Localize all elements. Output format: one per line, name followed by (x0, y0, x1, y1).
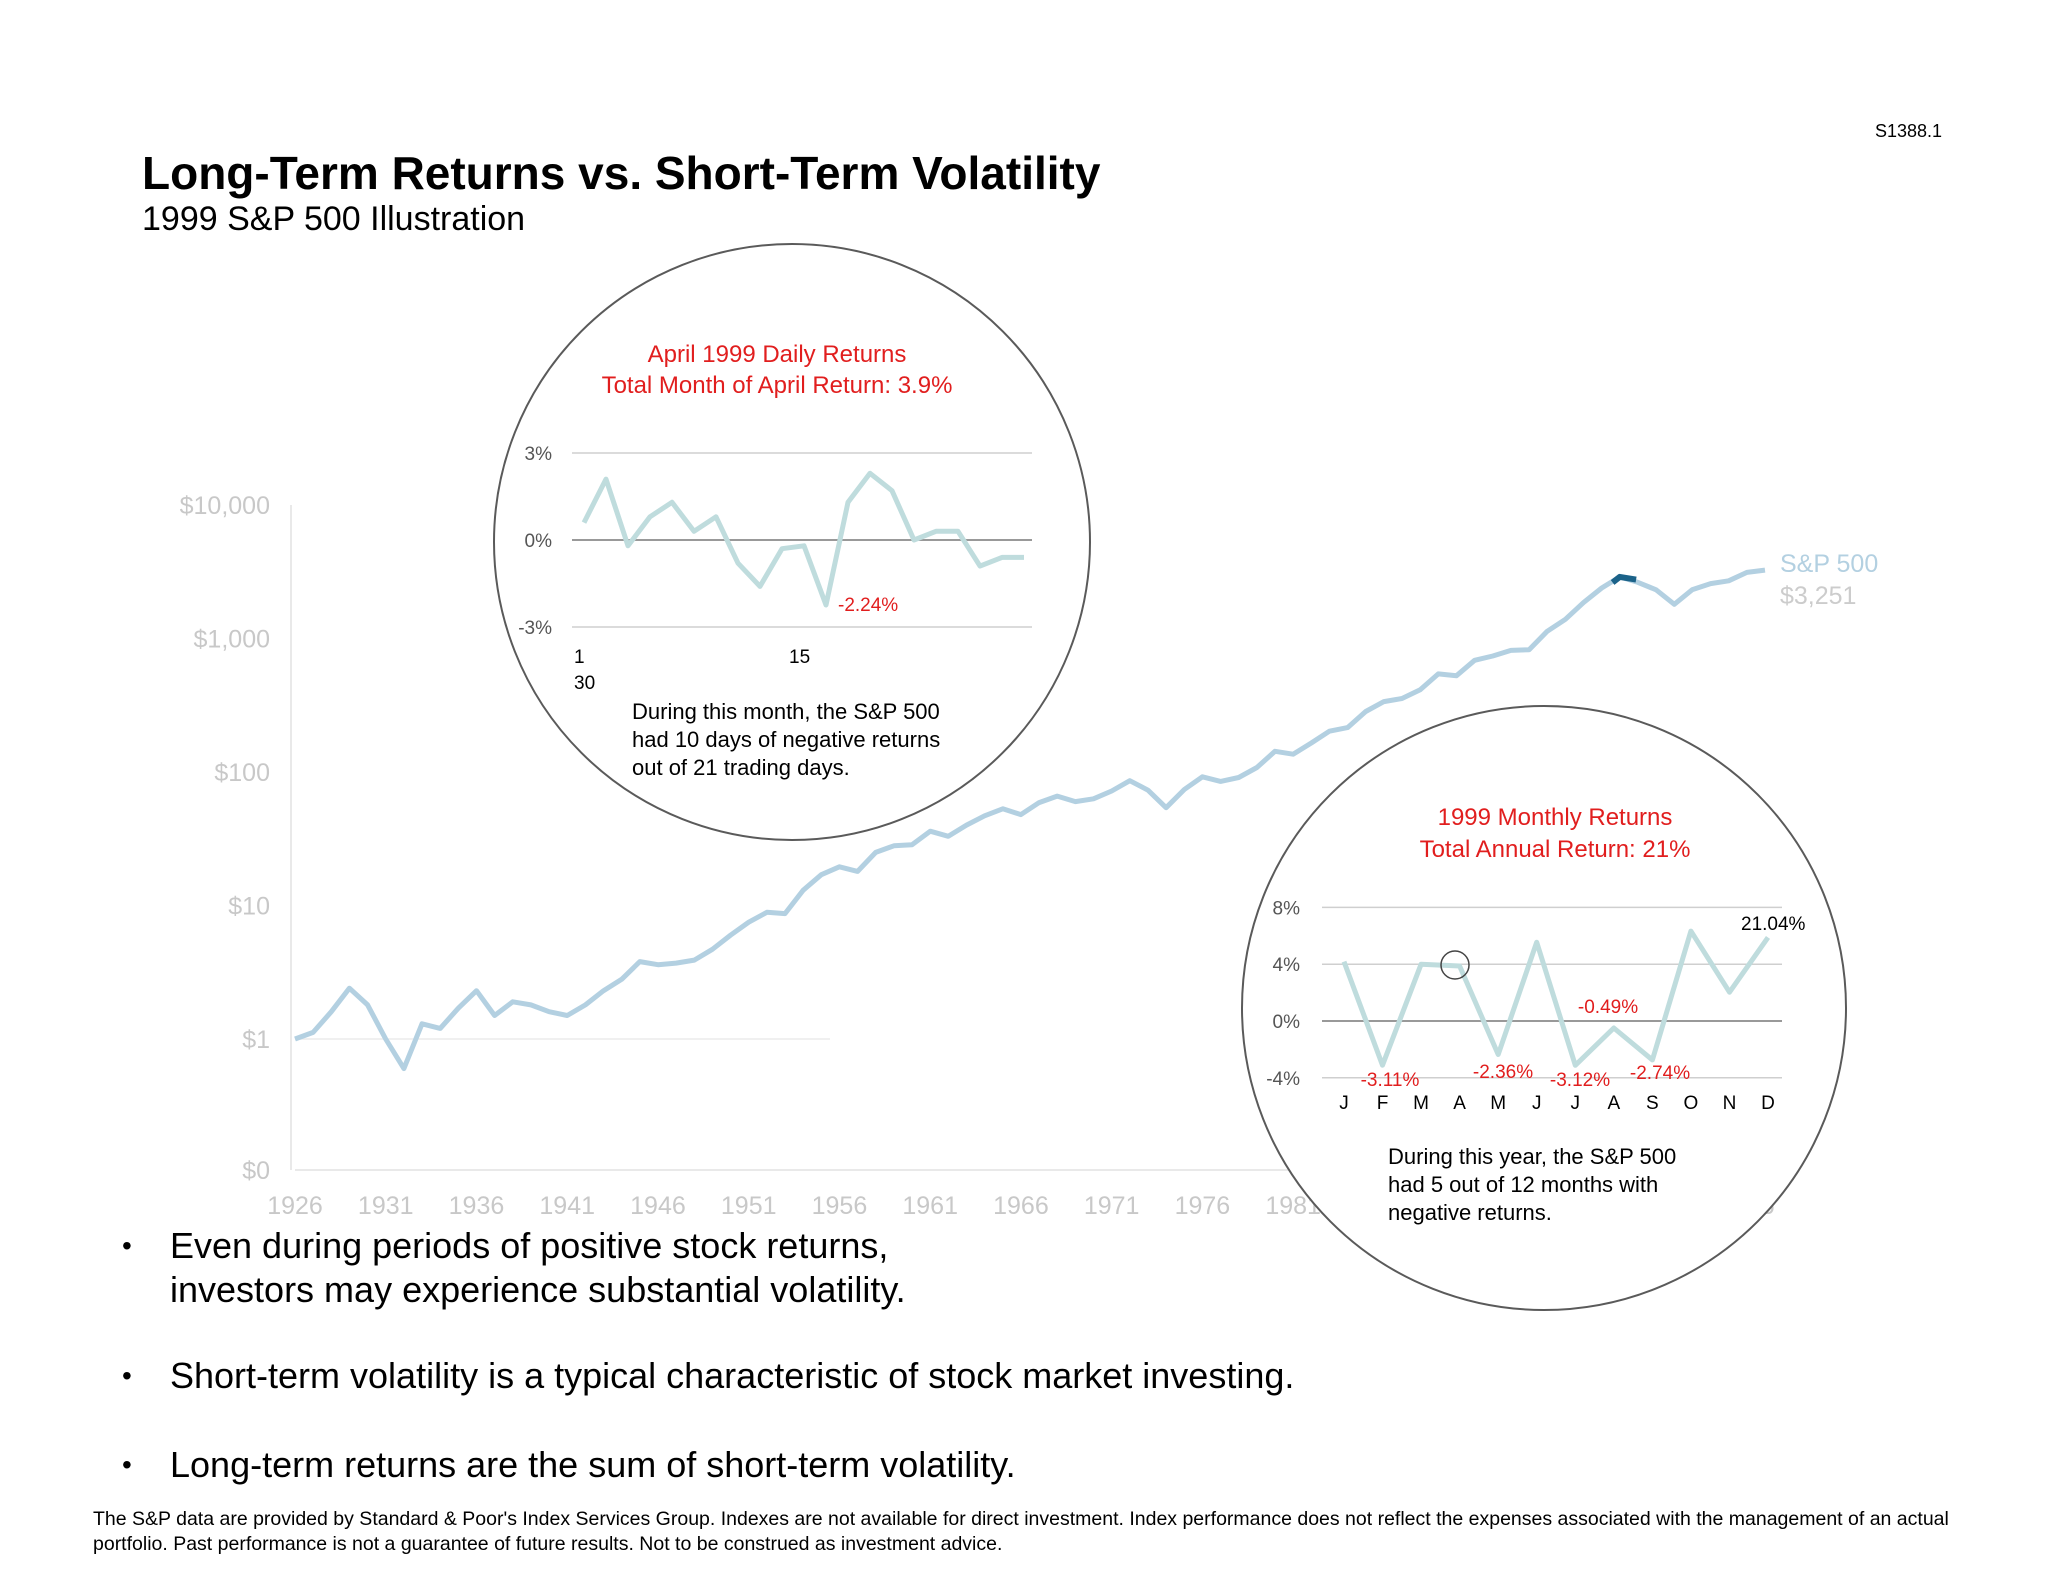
y-tick-label: $0 (242, 1157, 270, 1185)
sp500-legend-name: S&P 500 (1780, 550, 1878, 578)
monthly-annotation: -3.12% (1550, 1070, 1610, 1091)
monthly-inset-title: 1999 Monthly Returns (1438, 804, 1673, 831)
monthly-x-tick: N (1723, 1093, 1737, 1114)
bullet-dot: • (122, 1230, 132, 1261)
april-x-tick: 1 (574, 647, 585, 668)
sp500-1999-highlight (1610, 573, 1637, 585)
x-tick-label: 1941 (539, 1192, 595, 1220)
monthly-x-tick: J (1339, 1093, 1349, 1114)
footnote: The S&P data are provided by Standard & … (93, 1508, 1949, 1555)
bullet-dot: • (122, 1449, 132, 1480)
april-inset-subtitle: Total Month of April Return: 3.9% (602, 372, 953, 399)
x-tick-label: 1971 (1084, 1192, 1140, 1220)
x-tick-label: 1946 (630, 1192, 686, 1220)
y-tick-label: $100 (214, 759, 270, 787)
sp500-series (294, 567, 1766, 1072)
y-tick-label: $10,000 (180, 492, 270, 520)
april-y-tick: 0% (525, 531, 553, 552)
page-title: Long-Term Returns vs. Short-Term Volatil… (142, 147, 1101, 199)
monthly-x-tick: D (1761, 1093, 1775, 1114)
april-min-annotation: -2.24% (838, 595, 898, 616)
sp500-end-value: $3,251 (1780, 582, 1856, 610)
monthly-x-tick: A (1453, 1093, 1466, 1114)
monthly-x-tick: O (1684, 1093, 1699, 1114)
monthly-y-tick: 4% (1273, 955, 1301, 976)
april-inset-note: During this month, the S&P 500 had 10 da… (632, 699, 941, 780)
monthly-y-tick: -4% (1266, 1069, 1300, 1090)
monthly-annotations: -3.11% -2.36% -3.12% -0.49% -2.74% (1361, 997, 1691, 1091)
page-subtitle: 1999 S&P 500 Illustration (142, 200, 526, 238)
april-y-tick: 3% (525, 444, 553, 465)
y-tick-label: $10 (228, 893, 270, 921)
y-tick-label: $1 (242, 1026, 270, 1054)
x-tick-label: 1926 (267, 1192, 323, 1220)
monthly-tick-labels: 8% 4% 0% -4% J F M A M J J A S O N D (1266, 898, 1775, 1114)
monthly-annotation: -2.36% (1473, 1062, 1533, 1083)
x-tick-label: 1931 (358, 1192, 414, 1220)
bullet-dot: • (122, 1360, 132, 1391)
monthly-total-label: 21.04% (1741, 914, 1806, 935)
monthly-inset-circle (1241, 705, 1847, 1311)
monthly-inset-note: During this year, the S&P 500 had 5 out … (1388, 1144, 1677, 1225)
april-inset-title: April 1999 Daily Returns (648, 341, 907, 368)
april-y-tick: -3% (518, 618, 552, 639)
monthly-inset-subtitle: Total Annual Return: 21% (1420, 836, 1691, 863)
bullet-1-line-1: Even during periods of positive stock re… (170, 1225, 889, 1266)
monthly-annotation: -2.74% (1630, 1063, 1690, 1084)
april-tick-labels: 3% 0% -3% 1 15 30 (518, 444, 810, 694)
monthly-annotation: -0.49% (1578, 997, 1638, 1018)
sp500-line (294, 567, 1766, 1072)
monthly-y-tick: 8% (1273, 898, 1301, 919)
monthly-x-tick: J (1532, 1093, 1542, 1114)
x-tick-label: 1956 (812, 1192, 868, 1220)
x-tick-label: 1966 (993, 1192, 1049, 1220)
monthly-x-tick: F (1377, 1093, 1389, 1114)
april-x-tick: 30 (574, 673, 595, 694)
monthly-annotation: -3.11% (1361, 1070, 1420, 1091)
monthly-x-tick: S (1646, 1093, 1659, 1114)
x-tick-label: 1976 (1175, 1192, 1231, 1220)
monthly-x-tick: M (1490, 1093, 1506, 1114)
x-tick-label: 1936 (449, 1192, 505, 1220)
x-tick-label: 1951 (721, 1192, 777, 1220)
monthly-x-tick: A (1607, 1093, 1620, 1114)
monthly-y-tick: 0% (1273, 1012, 1301, 1033)
april-inset-circle (493, 243, 1091, 841)
monthly-inset: 1999 Monthly Returns Total Annual Return… (1241, 705, 1847, 1311)
april-line (581, 470, 1024, 608)
monthly-line (1341, 928, 1771, 1068)
bullet-2-text: Short-term volatility is a typical chara… (170, 1355, 1295, 1396)
monthly-x-tick: M (1413, 1093, 1429, 1114)
april-inset: April 1999 Daily Returns Total Month of … (493, 243, 1091, 841)
bullet-3-text: Long-term returns are the sum of short-t… (170, 1444, 1016, 1485)
monthly-x-tick: J (1571, 1093, 1581, 1114)
slide-id: S1388.1 (1874, 121, 1942, 141)
x-tick-label: 1961 (902, 1192, 958, 1220)
monthly-series (1341, 928, 1771, 1068)
april-x-tick: 15 (789, 647, 810, 668)
bullet-1-line-2: investors may experience substantial vol… (170, 1269, 906, 1310)
y-tick-label: $1,000 (194, 626, 270, 654)
april-series (581, 470, 1024, 608)
april-gridlines (572, 452, 1032, 628)
marker-circle (1440, 950, 1470, 980)
